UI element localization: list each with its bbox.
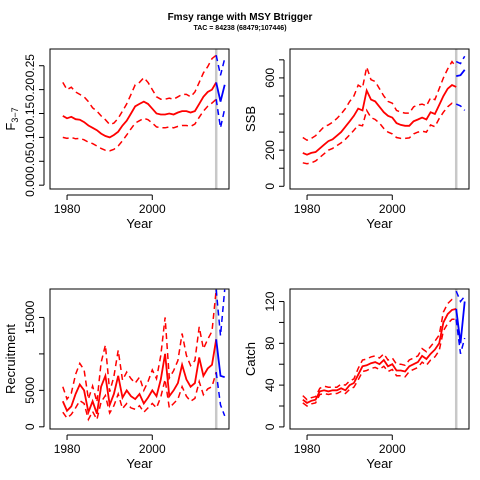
x-tick-label: 2000 [139,202,166,216]
y-axis-label-base: F [3,123,18,131]
series-median [62,81,217,139]
y-tick-label: 0 [263,183,277,190]
y-tick-label: 0.25 [23,54,37,78]
y-axis-label-sub: 3−7 [10,107,20,122]
y-tick-label: 200 [263,140,277,160]
y-tick-label: 5000 [23,377,37,404]
x-tick-label: 2000 [139,442,166,456]
forecast-upper [455,55,466,65]
plot-area [61,289,226,429]
x-tick-label: 1980 [294,442,321,456]
forecast-lower [455,319,466,354]
plot-area [302,49,466,189]
y-tick-label: 0.05 [23,149,37,173]
forecast-upper [215,289,226,336]
x-tick-label: 2000 [379,442,406,456]
forecast-lower [455,103,466,111]
plot-frame [49,48,230,190]
series-median [302,308,457,404]
series-upper [302,297,457,401]
y-axis-label: SSB [243,106,258,132]
plot-frame [289,48,470,190]
series-upper [302,60,457,142]
series-median [61,339,218,416]
y-tick-label: 0.00 [23,173,37,197]
forecast-median [215,82,226,102]
y-tick-label: 40 [263,378,277,392]
series-lower [302,318,457,407]
x-axis-label: Year [126,456,153,471]
y-axis-label: F3−7 [3,107,20,130]
series-lower [302,102,457,165]
y-axis-label: Catch [243,342,258,376]
forecast-lower [215,99,226,128]
series-upper [62,289,217,403]
x-axis-label: Year [126,216,153,231]
series-lower [62,98,217,152]
y-tick-label: 15000 [23,300,37,334]
y-axis-label: Recruitment [3,324,18,394]
plot-area [302,289,466,429]
series-upper [62,54,217,126]
series-lower [62,371,217,422]
forecast-upper [455,290,466,303]
plot-frame [289,288,470,430]
forecast-upper [215,55,226,76]
forecast-lower [215,372,226,417]
y-tick-label: 120 [263,291,277,311]
forecast-median [456,69,466,77]
forecast-median [455,301,466,344]
x-axis-label: Year [366,216,393,231]
y-tick-label: 0.15 [23,102,37,126]
y-tick-label: 0 [23,423,37,430]
y-tick-label: 0.10 [23,125,37,149]
y-tick-label: 0 [263,423,277,430]
series-median [302,84,457,156]
y-tick-label: 0.20 [23,78,37,102]
y-tick-label: 80 [263,336,277,350]
x-tick-label: 1980 [54,442,81,456]
plot-frame [49,288,230,430]
figure-subtitle: TAC = 84238 (68479;107446) [193,25,286,32]
plot-area [62,49,226,189]
forecast-median [215,339,225,379]
x-tick-label: 1980 [54,202,81,216]
y-tick-label: 600 [263,68,277,88]
x-tick-label: 1980 [294,202,321,216]
figure-title: Fmsy range with MSY Btrigger [168,12,313,23]
x-tick-label: 2000 [379,202,406,216]
x-axis-label: Year [366,456,393,471]
